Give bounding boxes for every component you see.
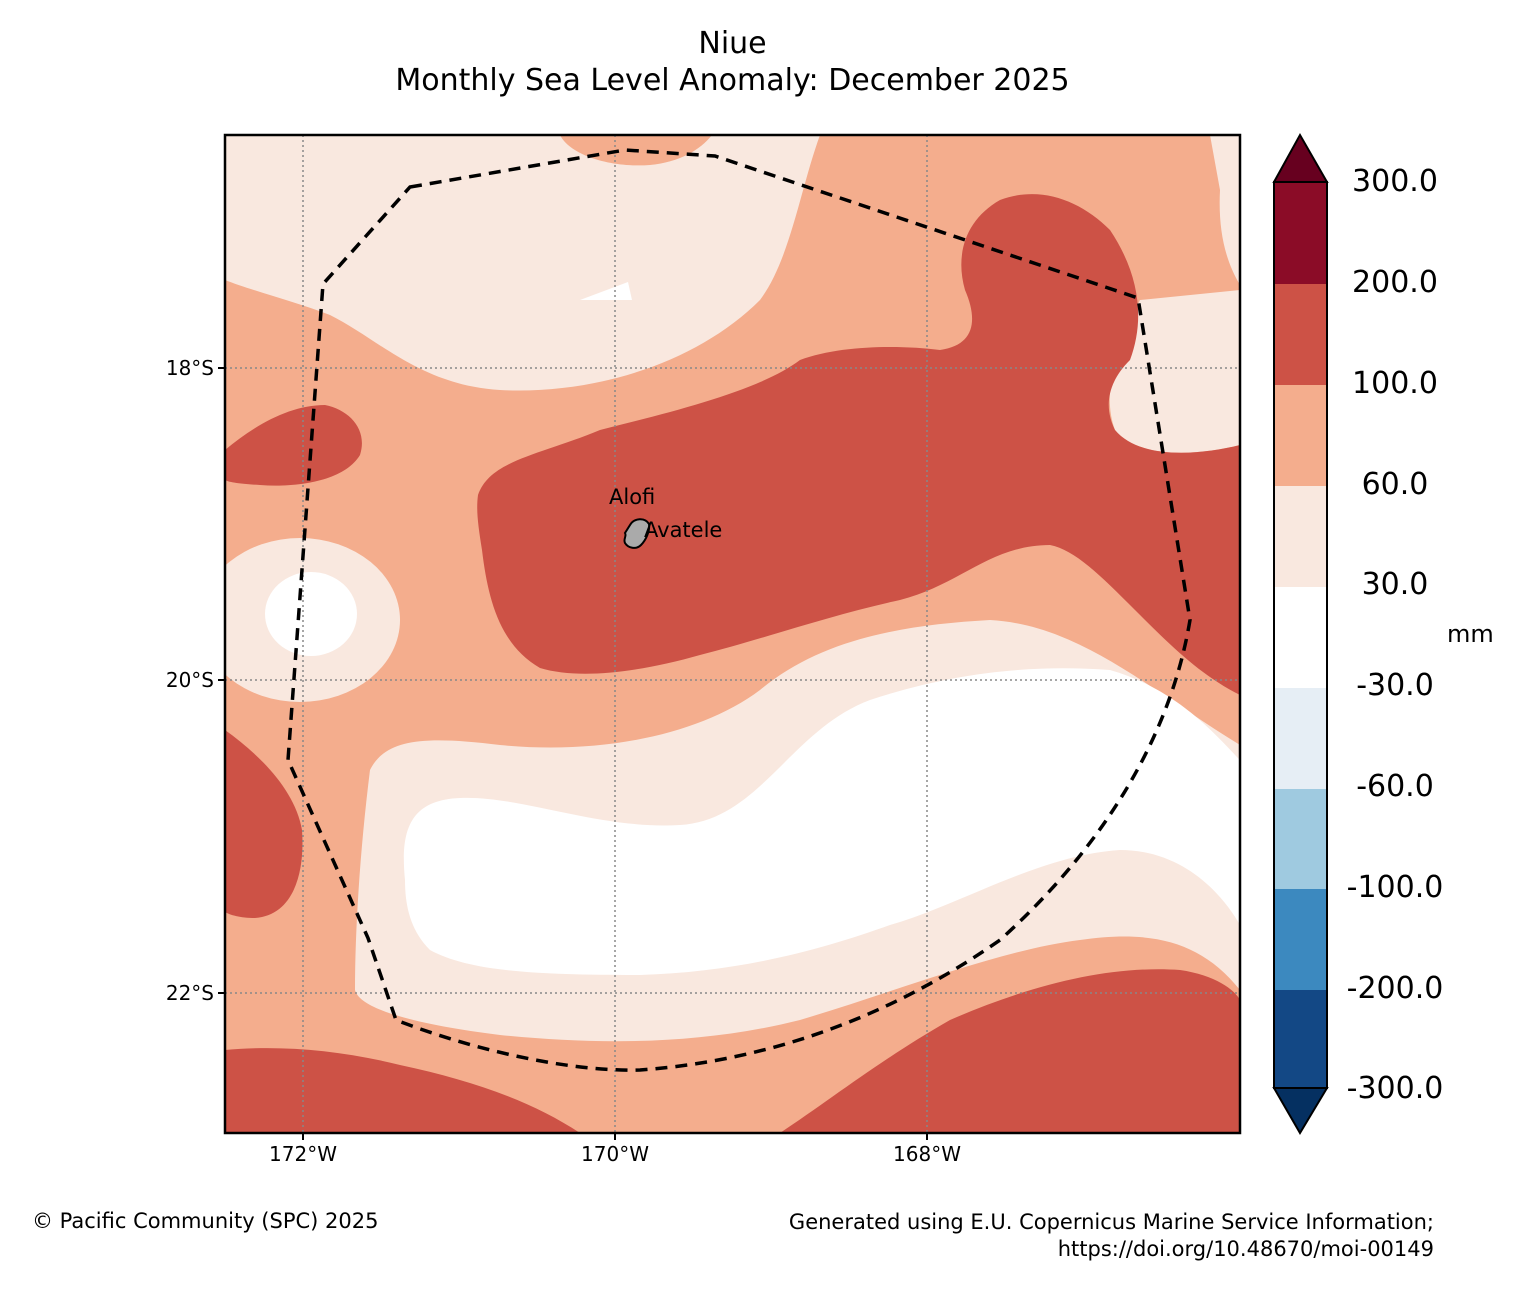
map-title: Niue [698, 26, 767, 61]
cb-tick-300: 300.0 [1352, 164, 1438, 199]
lat-label-20s: 20°S [165, 668, 214, 692]
cb-tick-neg300: -300.0 [1346, 1071, 1444, 1106]
label-avatele: Avatele [644, 518, 722, 542]
cb-tick-60: 60.0 [1361, 467, 1429, 502]
cb-60-100 [1274, 385, 1327, 486]
band-neutral-west [265, 572, 357, 656]
band-100-200-southwest [225, 730, 303, 918]
band-neutral-north [580, 282, 632, 300]
band-100-200-west [225, 405, 362, 486]
cb-tick-100: 100.0 [1352, 366, 1438, 401]
cb-neutral [1274, 587, 1327, 688]
source-line-1: Generated using E.U. Copernicus Marine S… [788, 1210, 1434, 1234]
cb-tick-neg100: -100.0 [1346, 870, 1444, 905]
gridlines [225, 135, 1240, 1133]
cb-tick-30: 30.0 [1361, 567, 1429, 602]
band-30-60-north [225, 135, 820, 391]
cb-tick-neg30: -30.0 [1356, 668, 1434, 703]
colorbar [1272, 132, 1329, 1135]
cb-neg100-neg60 [1274, 789, 1327, 889]
map-subtitle: Monthly Sea Level Anomaly: December 2025 [395, 63, 1070, 98]
anomaly-contours [225, 135, 1240, 1133]
lon-label-170w: 170°W [581, 1142, 649, 1166]
band-neutral-south [403, 668, 1240, 975]
cb-neg60-neg30 [1274, 688, 1327, 789]
band-100-200-central [477, 194, 1240, 696]
cb-tick-neg200: -200.0 [1346, 971, 1444, 1006]
lon-label-172w: 172°W [269, 1142, 337, 1166]
cb-tick-neg60: -60.0 [1356, 769, 1434, 804]
axis-ticks [218, 367, 928, 1140]
lat-label-22s: 22°S [165, 981, 214, 1005]
colorbar-unit: mm [1447, 620, 1494, 648]
niue-island [623, 518, 651, 549]
band-100-200-south [225, 1048, 580, 1133]
band-30-60-northeast [1210, 135, 1240, 285]
plot-frame [223, 133, 1242, 1135]
source-credit: Generated using E.U. Copernicus Marine S… [789, 1209, 1434, 1263]
source-line-2: https://doi.org/10.48670/moi-00149 [1057, 1237, 1434, 1261]
copyright-text: © Pacific Community (SPC) 2025 [32, 1209, 379, 1233]
cb-neg300-neg200 [1274, 990, 1327, 1088]
colorbar-extend-bottom [1272, 1087, 1329, 1135]
cb-100-200 [1274, 284, 1327, 385]
lon-label-168w: 168°W [893, 1142, 961, 1166]
colorbar-extend-top [1272, 132, 1329, 183]
band-100-200-southeast [780, 969, 1240, 1133]
cb-neg200-neg100 [1274, 889, 1327, 990]
lat-label-18s: 18°S [165, 356, 214, 380]
cb-tick-200: 200.0 [1352, 265, 1438, 300]
colorbar-frame [1273, 181, 1328, 1089]
label-alofi: Alofi [609, 485, 655, 509]
eez-boundary [286, 148, 1192, 1072]
cb-30-60 [1274, 486, 1327, 587]
cb-200-300 [1274, 182, 1327, 284]
